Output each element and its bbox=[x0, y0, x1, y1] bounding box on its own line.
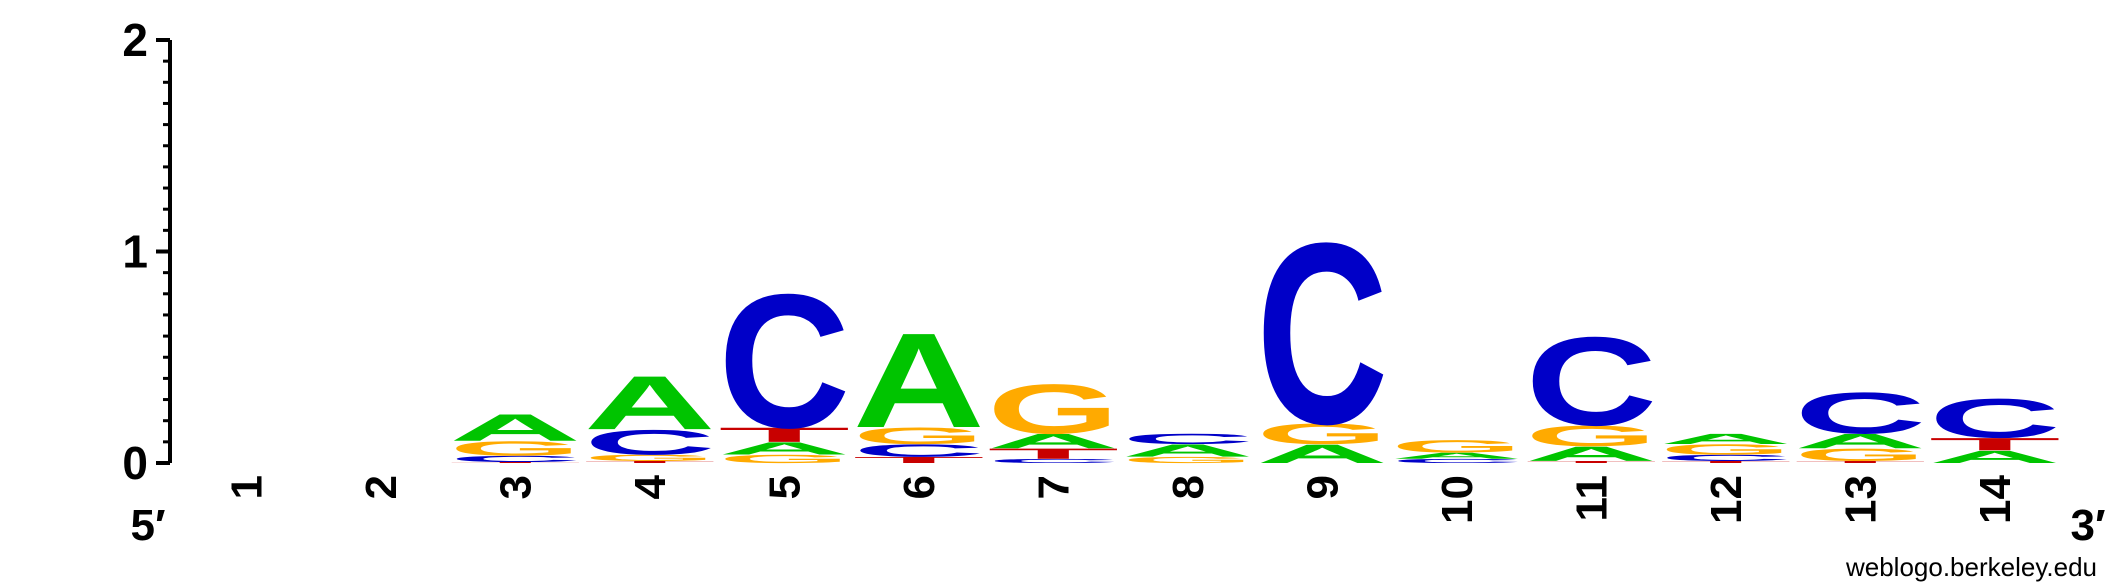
logo-letter-T: T bbox=[987, 446, 1119, 462]
logo-letter-G: G bbox=[987, 371, 1119, 449]
y-tick-label: 2 bbox=[122, 14, 148, 66]
logo-letter-A: A bbox=[1929, 447, 2061, 467]
logo-letter-T: T bbox=[1525, 460, 1657, 463]
x-tick-label: 13 bbox=[1836, 475, 1885, 524]
y-axis: 0 1 2 bbox=[122, 14, 172, 489]
x-tick-label: 2 bbox=[357, 475, 406, 499]
logo-letter-A: A bbox=[718, 439, 850, 459]
logo-letter-A: A bbox=[1122, 441, 1254, 461]
x-tick-label: 5 bbox=[760, 475, 809, 499]
x-tick-label: 9 bbox=[1298, 475, 1347, 499]
y-tick-label: 1 bbox=[122, 226, 148, 278]
footer-credit: weblogo.berkeley.edu bbox=[1845, 552, 2097, 582]
logo-letter-T: T bbox=[1794, 460, 1926, 463]
logo-letter-G: G bbox=[1256, 417, 1388, 450]
logo-letter-G: G bbox=[584, 453, 716, 463]
logo-letter-C: C bbox=[1391, 458, 1523, 465]
logo-letter-T: T bbox=[853, 455, 985, 465]
logo-letter-G: G bbox=[1525, 419, 1657, 452]
logo-letter-C: C bbox=[853, 441, 985, 461]
logo-letter-A: A bbox=[584, 360, 716, 446]
logo-letter-G: G bbox=[1122, 455, 1254, 465]
x-axis: 1 2 3 4 5 6 7 8 9 10 11 12 13 14 bbox=[222, 474, 2020, 523]
x-tick-label: 3 bbox=[491, 475, 540, 499]
logo-letter-G: G bbox=[718, 453, 850, 466]
x-tick-label: 12 bbox=[1702, 475, 1751, 524]
logo-letter-T: T bbox=[584, 460, 716, 463]
logo-letter-G: G bbox=[1660, 441, 1792, 457]
x-tick-label: 4 bbox=[626, 474, 675, 499]
x-tick-label: 1 bbox=[222, 475, 271, 499]
three-prime-label: 3′ bbox=[2070, 501, 2105, 550]
logo-letter-T: T bbox=[1660, 460, 1792, 463]
logo-letter-C: C bbox=[987, 458, 1119, 465]
logo-letter-G: G bbox=[449, 437, 581, 460]
x-tick-label: 8 bbox=[1164, 475, 1213, 499]
logo-letter-C: C bbox=[1256, 189, 1388, 478]
logo-letter-A: A bbox=[1794, 430, 1926, 453]
x-tick-label: 7 bbox=[1029, 475, 1078, 499]
y-tick-label: 0 bbox=[122, 437, 148, 489]
x-tick-label: 14 bbox=[1971, 474, 2020, 523]
logo-letter-T: T bbox=[449, 462, 581, 464]
logo-letter-A: A bbox=[1391, 451, 1523, 461]
logo-letter-A: A bbox=[853, 305, 985, 456]
logo-letter-A: A bbox=[449, 406, 581, 449]
logo-letter-A: A bbox=[1256, 440, 1388, 469]
x-tick-label: 11 bbox=[1567, 475, 1616, 522]
logo-letter-C: C bbox=[718, 255, 850, 468]
x-tick-label: 10 bbox=[1433, 475, 1482, 524]
logo-letter-C: C bbox=[1929, 388, 2061, 450]
five-prime-label: 5′ bbox=[130, 501, 165, 550]
logo-letter-C: C bbox=[1794, 381, 1926, 446]
logo-letter-G: G bbox=[1391, 437, 1523, 457]
logo-letter-T: T bbox=[718, 424, 850, 447]
logo-letter-C: C bbox=[584, 423, 716, 462]
logo-letter-A: A bbox=[1660, 431, 1792, 447]
logo-letter-G: G bbox=[1794, 445, 1926, 465]
logo-letter-T: T bbox=[1929, 435, 2061, 455]
logo-letter-C: C bbox=[1660, 453, 1792, 463]
logo-letter-A: A bbox=[987, 430, 1119, 453]
logo-letter-C: C bbox=[1525, 312, 1657, 453]
logo-letter-A: A bbox=[1525, 443, 1657, 466]
logo-letter-C: C bbox=[449, 454, 581, 464]
x-tick-label: 6 bbox=[895, 475, 944, 499]
logo-letter-G: G bbox=[853, 423, 985, 449]
logo-letter-C: C bbox=[1122, 431, 1254, 447]
